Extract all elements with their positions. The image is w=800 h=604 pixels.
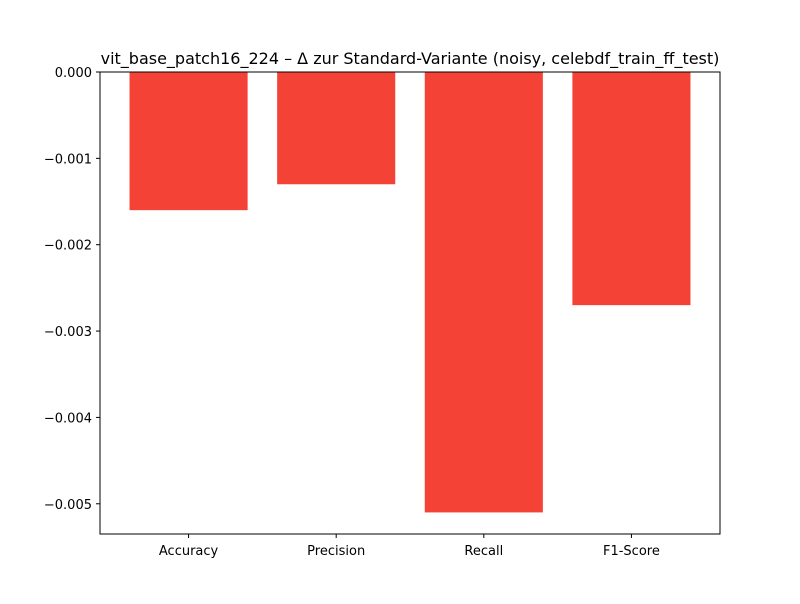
bars-layer — [129, 72, 691, 513]
y-tick-label: −0.001 — [44, 152, 92, 167]
y-tick-label: 0.000 — [55, 66, 92, 81]
plot-frame — [99, 71, 721, 535]
y-tick-label: −0.004 — [44, 411, 92, 426]
bar-accuracy — [129, 72, 248, 211]
bar-precision — [277, 72, 396, 185]
chart-title: vit_base_patch16_224 – Δ zur Standard-Va… — [101, 49, 720, 69]
bar-f1-score — [572, 72, 691, 306]
bar-recall — [424, 72, 543, 513]
y-tick-label: −0.003 — [44, 325, 92, 340]
x-tick-label: Accuracy — [159, 544, 219, 559]
y-tick-label: −0.002 — [44, 239, 92, 254]
y-axis-ticks: 0.000 −0.001 −0.002 −0.003 −0.004 −0.005 — [44, 66, 100, 513]
x-tick-label: Recall — [464, 544, 503, 559]
x-tick-label: Precision — [307, 544, 365, 559]
y-tick-label: −0.005 — [44, 498, 92, 513]
x-axis-ticks: Accuracy Precision Recall F1-Score — [159, 534, 660, 559]
axes-layer — [99, 71, 721, 535]
x-tick-label: F1-Score — [603, 544, 660, 559]
